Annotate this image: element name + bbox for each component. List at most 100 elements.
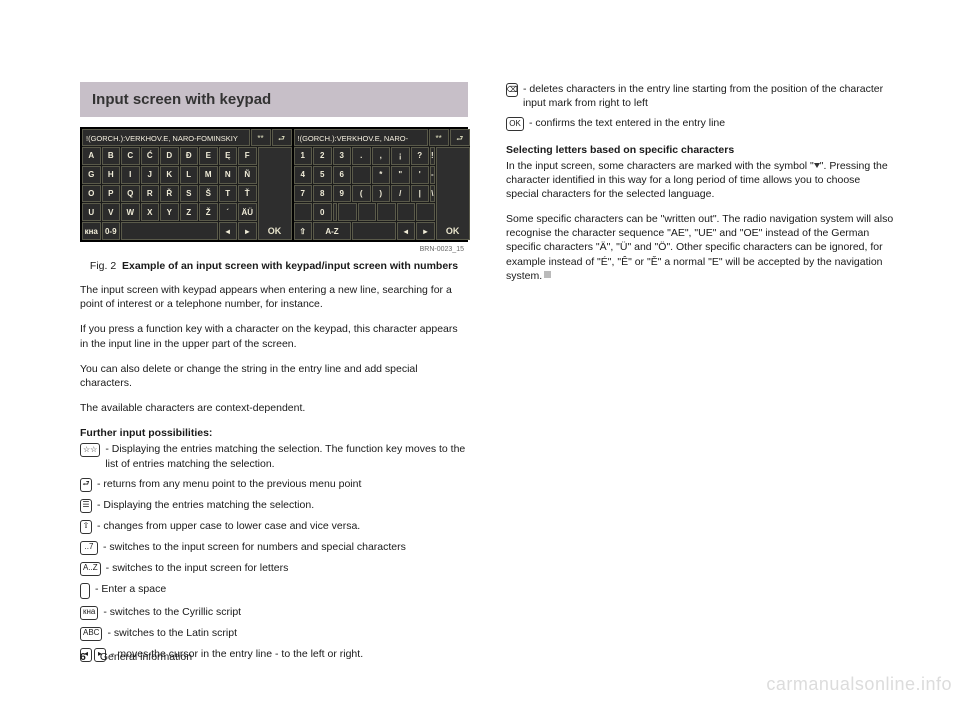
key[interactable]: Ñ <box>238 166 257 184</box>
key[interactable]: R <box>141 185 160 203</box>
key[interactable]: Š <box>199 185 218 203</box>
section-heading: Input screen with keypad <box>80 82 468 117</box>
icon-desc-line: - Enter a space <box>80 582 468 599</box>
icon-desc-text: - returns from any menu point to the pre… <box>97 477 361 491</box>
key[interactable]: 1 <box>294 147 313 165</box>
cursor-right-key[interactable]: ▸ <box>238 222 257 240</box>
key[interactable]: K <box>160 166 179 184</box>
key[interactable]: S <box>180 185 199 203</box>
key[interactable]: 2 <box>313 147 332 165</box>
key[interactable]: W <box>121 203 140 221</box>
key[interactable]: Ť <box>238 185 257 203</box>
key[interactable]: * <box>372 166 391 184</box>
key[interactable]: I <box>121 166 140 184</box>
key[interactable]: Ć <box>141 147 160 165</box>
key[interactable]: ( <box>352 185 371 203</box>
key[interactable] <box>416 203 435 221</box>
key[interactable]: 4 <box>294 166 313 184</box>
cursor-left-key[interactable]: ◂ <box>397 222 416 240</box>
key[interactable]: Đ <box>180 147 199 165</box>
key[interactable]: 7 <box>294 185 313 203</box>
key[interactable]: A <box>82 147 101 165</box>
key[interactable]: ! <box>430 147 435 165</box>
entry-line: !(GORCH.):VERKHOV.E, NARO-FOMINSKIY <box>82 129 250 146</box>
key[interactable]: P <box>102 185 121 203</box>
icon-desc-line: ⮐ - returns from any menu point to the p… <box>80 477 468 492</box>
ok-button[interactable]: OK <box>436 147 470 240</box>
entry-back-button[interactable]: ⮐ <box>272 129 292 146</box>
key[interactable]: O <box>82 185 101 203</box>
entry-stars-button[interactable]: ** <box>251 129 271 146</box>
key[interactable]: 8 <box>313 185 332 203</box>
key[interactable]: C <box>121 147 140 165</box>
key[interactable]: 3 <box>333 147 352 165</box>
key[interactable]: J <box>141 166 160 184</box>
key[interactable]: N <box>219 166 238 184</box>
key[interactable]: D <box>160 147 179 165</box>
icon-desc-line: ⇧ - changes from upper case to lower cas… <box>80 519 468 534</box>
icon-desc-text: - Enter a space <box>95 582 166 596</box>
key[interactable]: " <box>391 166 410 184</box>
key[interactable] <box>338 203 357 221</box>
key[interactable]: | <box>411 185 430 203</box>
space-key[interactable] <box>352 222 396 240</box>
page-footer: 6General information <box>80 651 192 663</box>
key[interactable]: 5 <box>313 166 332 184</box>
key[interactable]: 6 <box>333 166 352 184</box>
key[interactable]: ' <box>411 166 430 184</box>
key[interactable]: E <box>199 147 218 165</box>
key[interactable]: , <box>372 147 391 165</box>
icon-desc-text: - changes from upper case to lower case … <box>97 519 360 533</box>
key[interactable]: ? <box>411 147 430 165</box>
delete-icon: ⌫ <box>506 83 518 97</box>
key[interactable] <box>358 203 377 221</box>
key[interactable]: ´ <box>219 203 238 221</box>
key[interactable] <box>352 166 371 184</box>
letters-key[interactable]: A-Z <box>313 222 351 240</box>
key[interactable]: Ř <box>160 185 179 203</box>
letters-icon: A..Z <box>80 562 101 576</box>
key[interactable]: T <box>219 185 238 203</box>
key[interactable]: \ <box>430 185 435 203</box>
key[interactable]: G <box>82 166 101 184</box>
footer-section: General information <box>100 651 192 663</box>
key[interactable] <box>397 203 416 221</box>
icon-desc-text: - switches to the input screen for numbe… <box>103 540 406 554</box>
key[interactable]: 9 <box>333 185 352 203</box>
key[interactable]: Q <box>121 185 140 203</box>
key[interactable]: Y <box>160 203 179 221</box>
entry-stars-button[interactable]: ** <box>429 129 449 146</box>
icon-desc-line: ⌫ - deletes characters in the entry line… <box>506 82 894 110</box>
key[interactable]: ÄÜ <box>238 203 257 221</box>
key[interactable]: 0 <box>313 203 332 221</box>
case-key[interactable]: ⇧ <box>294 222 313 240</box>
key[interactable]: U <box>82 203 101 221</box>
ok-button[interactable]: OK <box>258 147 292 240</box>
key[interactable] <box>294 203 313 221</box>
key[interactable]: - <box>430 166 435 184</box>
key[interactable]: ) <box>372 185 391 203</box>
end-mark-icon <box>544 271 551 278</box>
cursor-left-key[interactable]: ◂ <box>219 222 238 240</box>
key[interactable]: / <box>391 185 410 203</box>
key[interactable] <box>377 203 396 221</box>
key[interactable]: L <box>180 166 199 184</box>
key[interactable] <box>333 203 338 221</box>
key[interactable]: Z <box>180 203 199 221</box>
key[interactable]: M <box>199 166 218 184</box>
key[interactable]: V <box>102 203 121 221</box>
space-key[interactable] <box>121 222 218 240</box>
cursor-right-key[interactable]: ▸ <box>416 222 435 240</box>
key[interactable]: . <box>352 147 371 165</box>
cyrillic-key[interactable]: кна <box>82 222 101 240</box>
key[interactable]: X <box>141 203 160 221</box>
key[interactable]: Ę <box>219 147 238 165</box>
keypad-pane-letters: !(GORCH.):VERKHOV.E, NARO-FOMINSKIY ** ⮐… <box>82 129 292 240</box>
key[interactable]: ¡ <box>391 147 410 165</box>
key[interactable]: F <box>238 147 257 165</box>
key[interactable]: B <box>102 147 121 165</box>
key[interactable]: H <box>102 166 121 184</box>
entry-back-button[interactable]: ⮐ <box>450 129 470 146</box>
key[interactable]: Ž <box>199 203 218 221</box>
numbers-key[interactable]: 0-9 <box>102 222 121 240</box>
